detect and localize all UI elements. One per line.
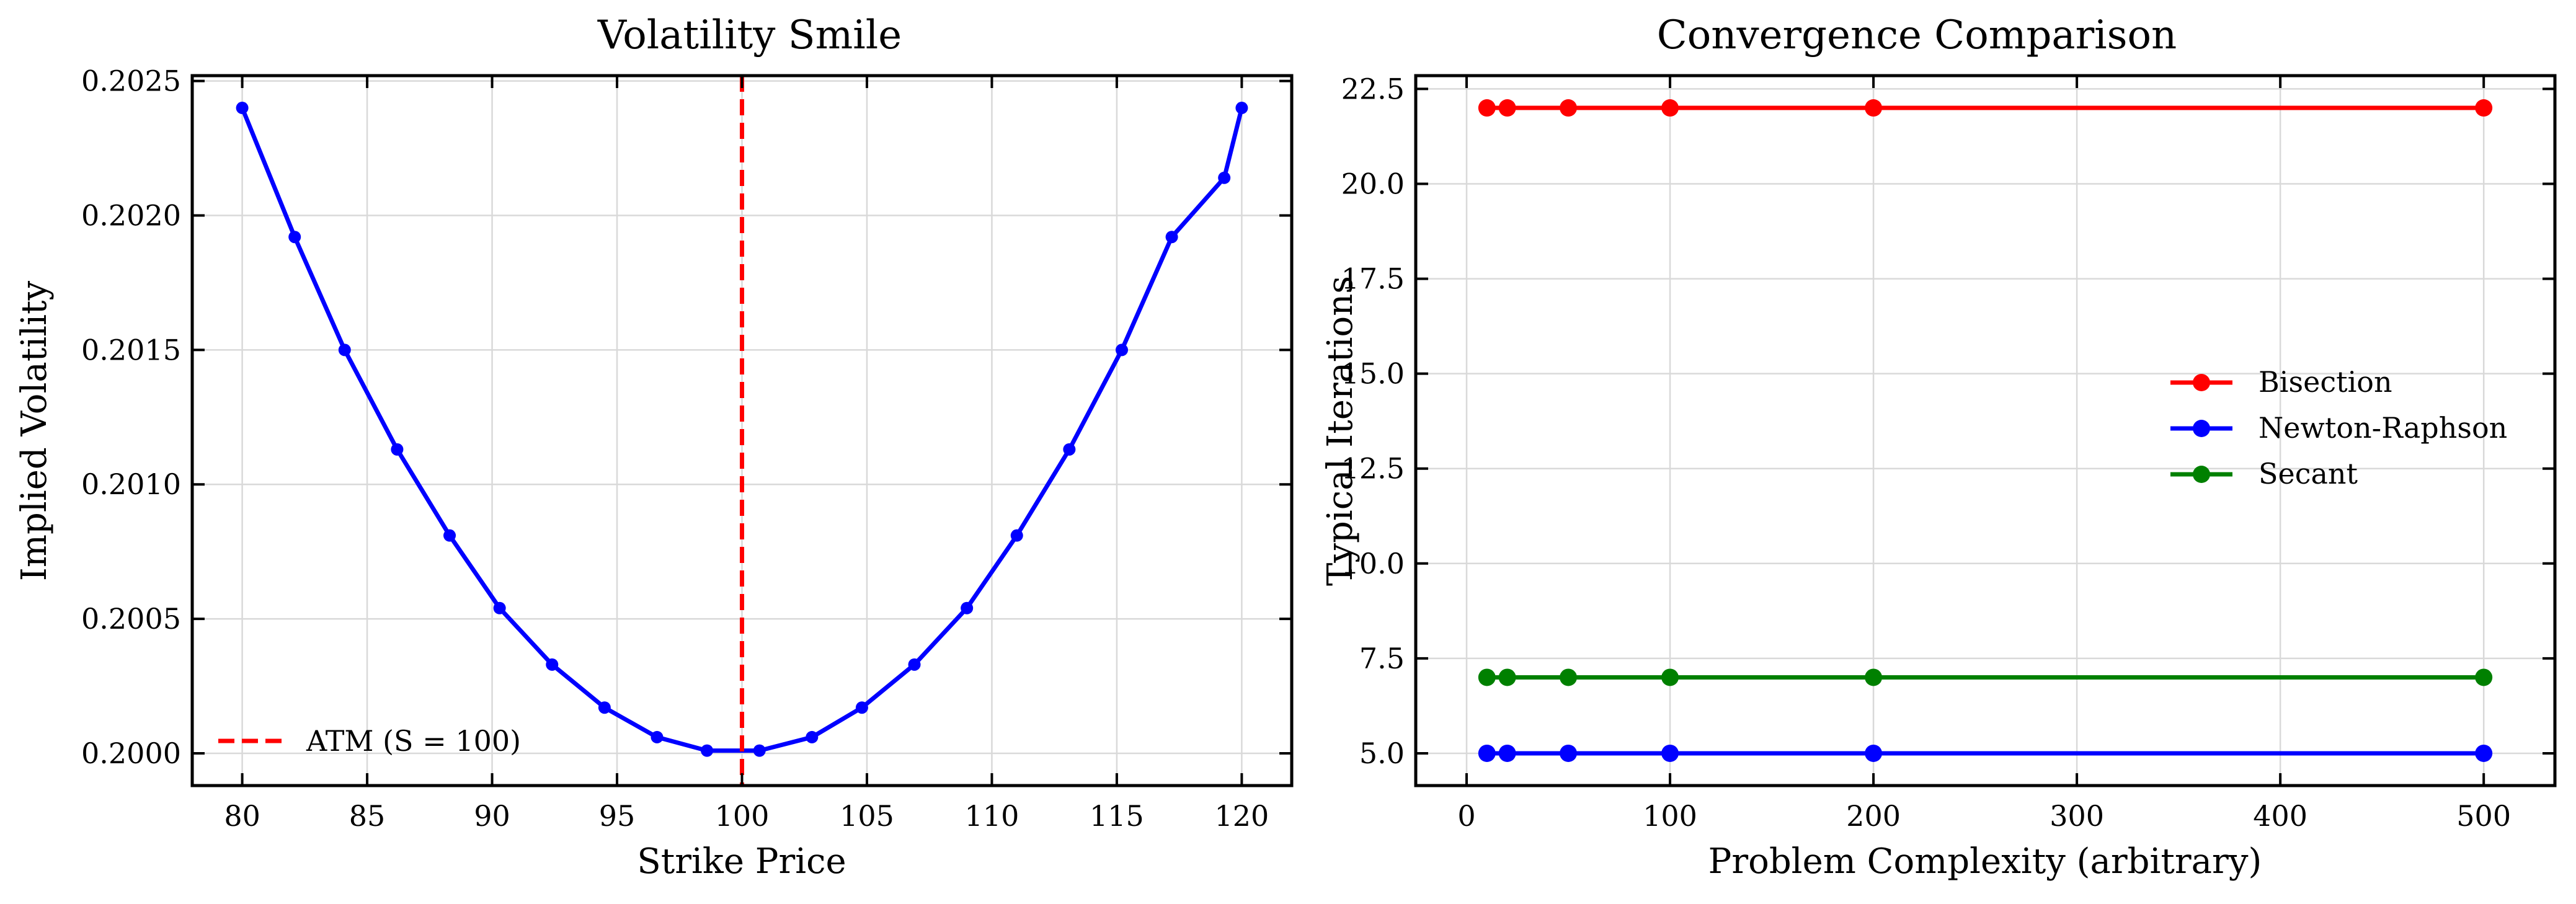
- data-point-series-0: [443, 529, 456, 542]
- data-point-series-0: [908, 658, 921, 671]
- x-tick-label: 0: [1457, 799, 1475, 833]
- data-point-bisection: [1560, 99, 1578, 117]
- series-layer: [236, 76, 1248, 786]
- x-tick-label: 200: [1846, 799, 1901, 833]
- convergence-comparison-chart: Convergence Comparison 0 100 200 300 400 500 5…: [1320, 12, 2557, 882]
- data-point-series-0: [288, 231, 301, 244]
- data-point-series-0: [1165, 231, 1178, 244]
- data-point-secant: [1478, 668, 1496, 686]
- x-tick-label: 110: [965, 799, 1019, 833]
- legend-label-bisection: Bisection: [2258, 365, 2392, 399]
- data-point-bisection: [1865, 99, 1883, 117]
- x-tick-label: 80: [224, 799, 260, 833]
- x-tick-label: 400: [2253, 799, 2307, 833]
- y-tick-label: 10.0: [1341, 547, 1405, 580]
- data-point-series-0: [753, 744, 766, 757]
- data-point-series-0: [1010, 529, 1023, 542]
- y-tick-label: 0.2025: [81, 64, 181, 98]
- y-tick-label: 0.2020: [81, 199, 181, 233]
- y-tick-label: 0.2000: [81, 737, 181, 770]
- data-point-bisection: [1478, 99, 1496, 117]
- data-point-series-0: [236, 102, 249, 115]
- data-point-series-0: [1063, 443, 1076, 456]
- y-tick-label: 0.2015: [81, 333, 181, 366]
- data-point-newton-raphson: [1560, 744, 1578, 762]
- chart-title: Convergence Comparison: [1657, 12, 2177, 58]
- x-tick-label: 100: [715, 799, 770, 833]
- legend-label-secant: Secant: [2258, 457, 2358, 490]
- data-point-series-0: [1218, 171, 1231, 184]
- data-point-newton-raphson: [1498, 744, 1516, 762]
- data-point-bisection: [2475, 99, 2493, 117]
- volatility-smile-chart: Volatility Smile 80 85 90 95 100 105 110 115 120…: [14, 12, 1294, 882]
- data-point-newton-raphson: [1478, 744, 1496, 762]
- plot-frame: [1414, 74, 2557, 787]
- data-point-bisection: [1661, 99, 1679, 117]
- data-point-series-0: [1115, 343, 1128, 357]
- legend-label-newton-raphson: Newton-Raphson: [2258, 411, 2507, 445]
- legend-marker-bisection: [2193, 374, 2210, 391]
- ticks: 80 85 90 95 100 105 110 115 120 0.2000 0.2005 0.201…: [81, 64, 1292, 833]
- data-point-series-0: [806, 730, 819, 743]
- data-point-secant: [1560, 668, 1578, 686]
- data-point-series-0: [651, 730, 664, 743]
- y-tick-label: 0.2005: [81, 602, 181, 636]
- x-tick-label: 90: [474, 799, 510, 833]
- data-point-newton-raphson: [2475, 744, 2493, 762]
- data-point-series-0: [961, 601, 974, 614]
- series-layer: [1478, 99, 2493, 762]
- x-axis-label: Strike Price: [637, 841, 846, 882]
- x-tick-label: 95: [599, 799, 636, 833]
- data-point-newton-raphson: [1661, 744, 1679, 762]
- y-tick-label: 0.2010: [81, 468, 181, 501]
- data-point-secant: [1498, 668, 1516, 686]
- legend: ATM (S = 100): [218, 724, 521, 758]
- x-axis-label: Problem Complexity (arbitrary): [1708, 841, 2262, 882]
- data-point-series-0: [598, 701, 611, 714]
- legend-marker-secant: [2193, 466, 2210, 483]
- y-tick-label: 5.0: [1359, 737, 1405, 770]
- y-tick-label: 15.0: [1341, 357, 1405, 391]
- x-tick-label: 100: [1643, 799, 1697, 833]
- y-tick-label: 7.5: [1359, 642, 1405, 675]
- y-tick-label: 22.5: [1341, 72, 1405, 105]
- data-point-series-0: [546, 658, 559, 671]
- y-axis-label: Implied Volatility: [14, 280, 55, 581]
- x-tick-label: 85: [349, 799, 386, 833]
- x-tick-label: 120: [1215, 799, 1269, 833]
- y-axis-label: Typical Iterations: [1320, 276, 1361, 586]
- x-tick-label: 115: [1090, 799, 1144, 833]
- y-tick-label: 20.0: [1341, 167, 1405, 201]
- y-tick-label: 12.5: [1341, 452, 1405, 485]
- x-tick-label: 300: [2050, 799, 2104, 833]
- chart-title: Volatility Smile: [597, 12, 902, 58]
- data-point-series-0: [855, 701, 868, 714]
- x-tick-label: 500: [2456, 799, 2511, 833]
- data-point-series-0: [701, 744, 714, 757]
- y-tick-label: 17.5: [1341, 262, 1405, 296]
- data-point-series-0: [391, 443, 404, 456]
- x-tick-label: 105: [840, 799, 894, 833]
- data-point-series-0: [1235, 102, 1248, 115]
- data-point-series-0: [338, 343, 351, 357]
- data-point-secant: [1865, 668, 1883, 686]
- data-point-secant: [2475, 668, 2493, 686]
- legend-marker-newton-raphson: [2193, 420, 2210, 437]
- data-point-series-0: [493, 601, 506, 614]
- data-point-newton-raphson: [1865, 744, 1883, 762]
- data-point-bisection: [1498, 99, 1516, 117]
- data-point-secant: [1661, 668, 1679, 686]
- grid: [1416, 76, 2555, 786]
- legend-label-atm: ATM (S = 100): [306, 724, 521, 758]
- ticks: 0 100 200 300 400 500 5.0 7.5 10.0 12.5 15.0 17.5 20…: [1341, 72, 2555, 833]
- legend: Bisection Newton-Raphson Secant: [2170, 365, 2507, 490]
